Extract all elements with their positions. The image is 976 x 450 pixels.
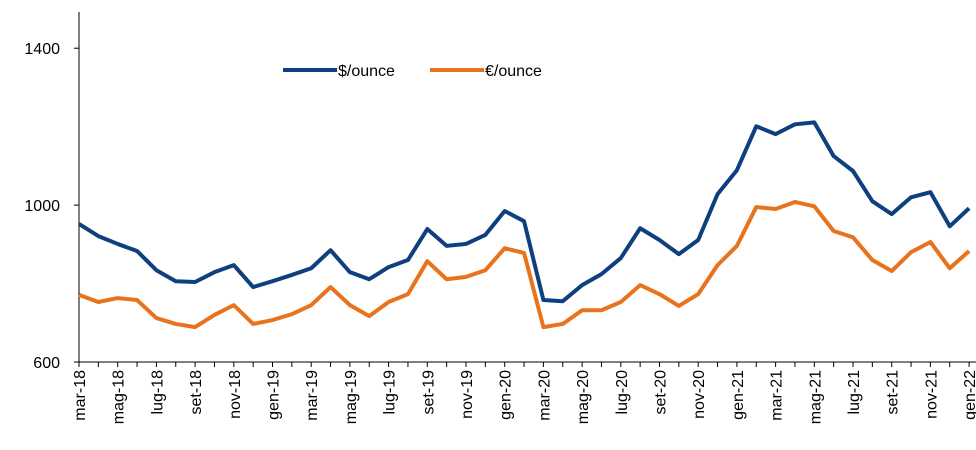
x-tick-label: gen-22 xyxy=(962,370,976,420)
x-tick-label: lug-20 xyxy=(614,370,631,415)
x-tick-label: lug-19 xyxy=(382,370,399,415)
legend-label: €/ounce xyxy=(485,63,542,80)
x-tick-label: nov-19 xyxy=(459,370,476,419)
x-tick-label: mar-20 xyxy=(536,370,553,421)
y-tick-label: 1400 xyxy=(24,41,60,58)
x-tick-label: mag-21 xyxy=(807,370,824,424)
x-tick-label: mar-21 xyxy=(769,370,786,421)
x-tick-label: mar-19 xyxy=(304,370,321,421)
x-tick-label: mar-18 xyxy=(72,370,89,421)
x-tick-label: lug-18 xyxy=(149,370,166,415)
x-tick-label: set-20 xyxy=(653,370,670,415)
x-tick-label: nov-18 xyxy=(227,370,244,419)
x-tick-label: set-19 xyxy=(420,370,437,415)
legend-label: $/ounce xyxy=(338,63,395,80)
x-tick-label: set-21 xyxy=(885,370,902,415)
series-line xyxy=(77,120,971,304)
x-tick-label: nov-20 xyxy=(691,370,708,419)
x-tick-label: mag-20 xyxy=(575,370,592,424)
x-tick-label: lug-21 xyxy=(846,370,863,415)
y-tick-label: 1000 xyxy=(24,198,60,215)
x-tick-label: gen-21 xyxy=(730,370,747,420)
x-tick-label: set-18 xyxy=(188,370,205,415)
x-tick-label: nov-21 xyxy=(923,370,940,419)
series-line xyxy=(78,199,971,330)
x-tick-label: mag-19 xyxy=(343,370,360,424)
y-tick-label: 600 xyxy=(33,355,60,372)
x-tick-label: gen-19 xyxy=(266,370,283,420)
x-tick-label: mag-18 xyxy=(111,370,128,424)
x-tick-label: gen-20 xyxy=(498,370,515,420)
